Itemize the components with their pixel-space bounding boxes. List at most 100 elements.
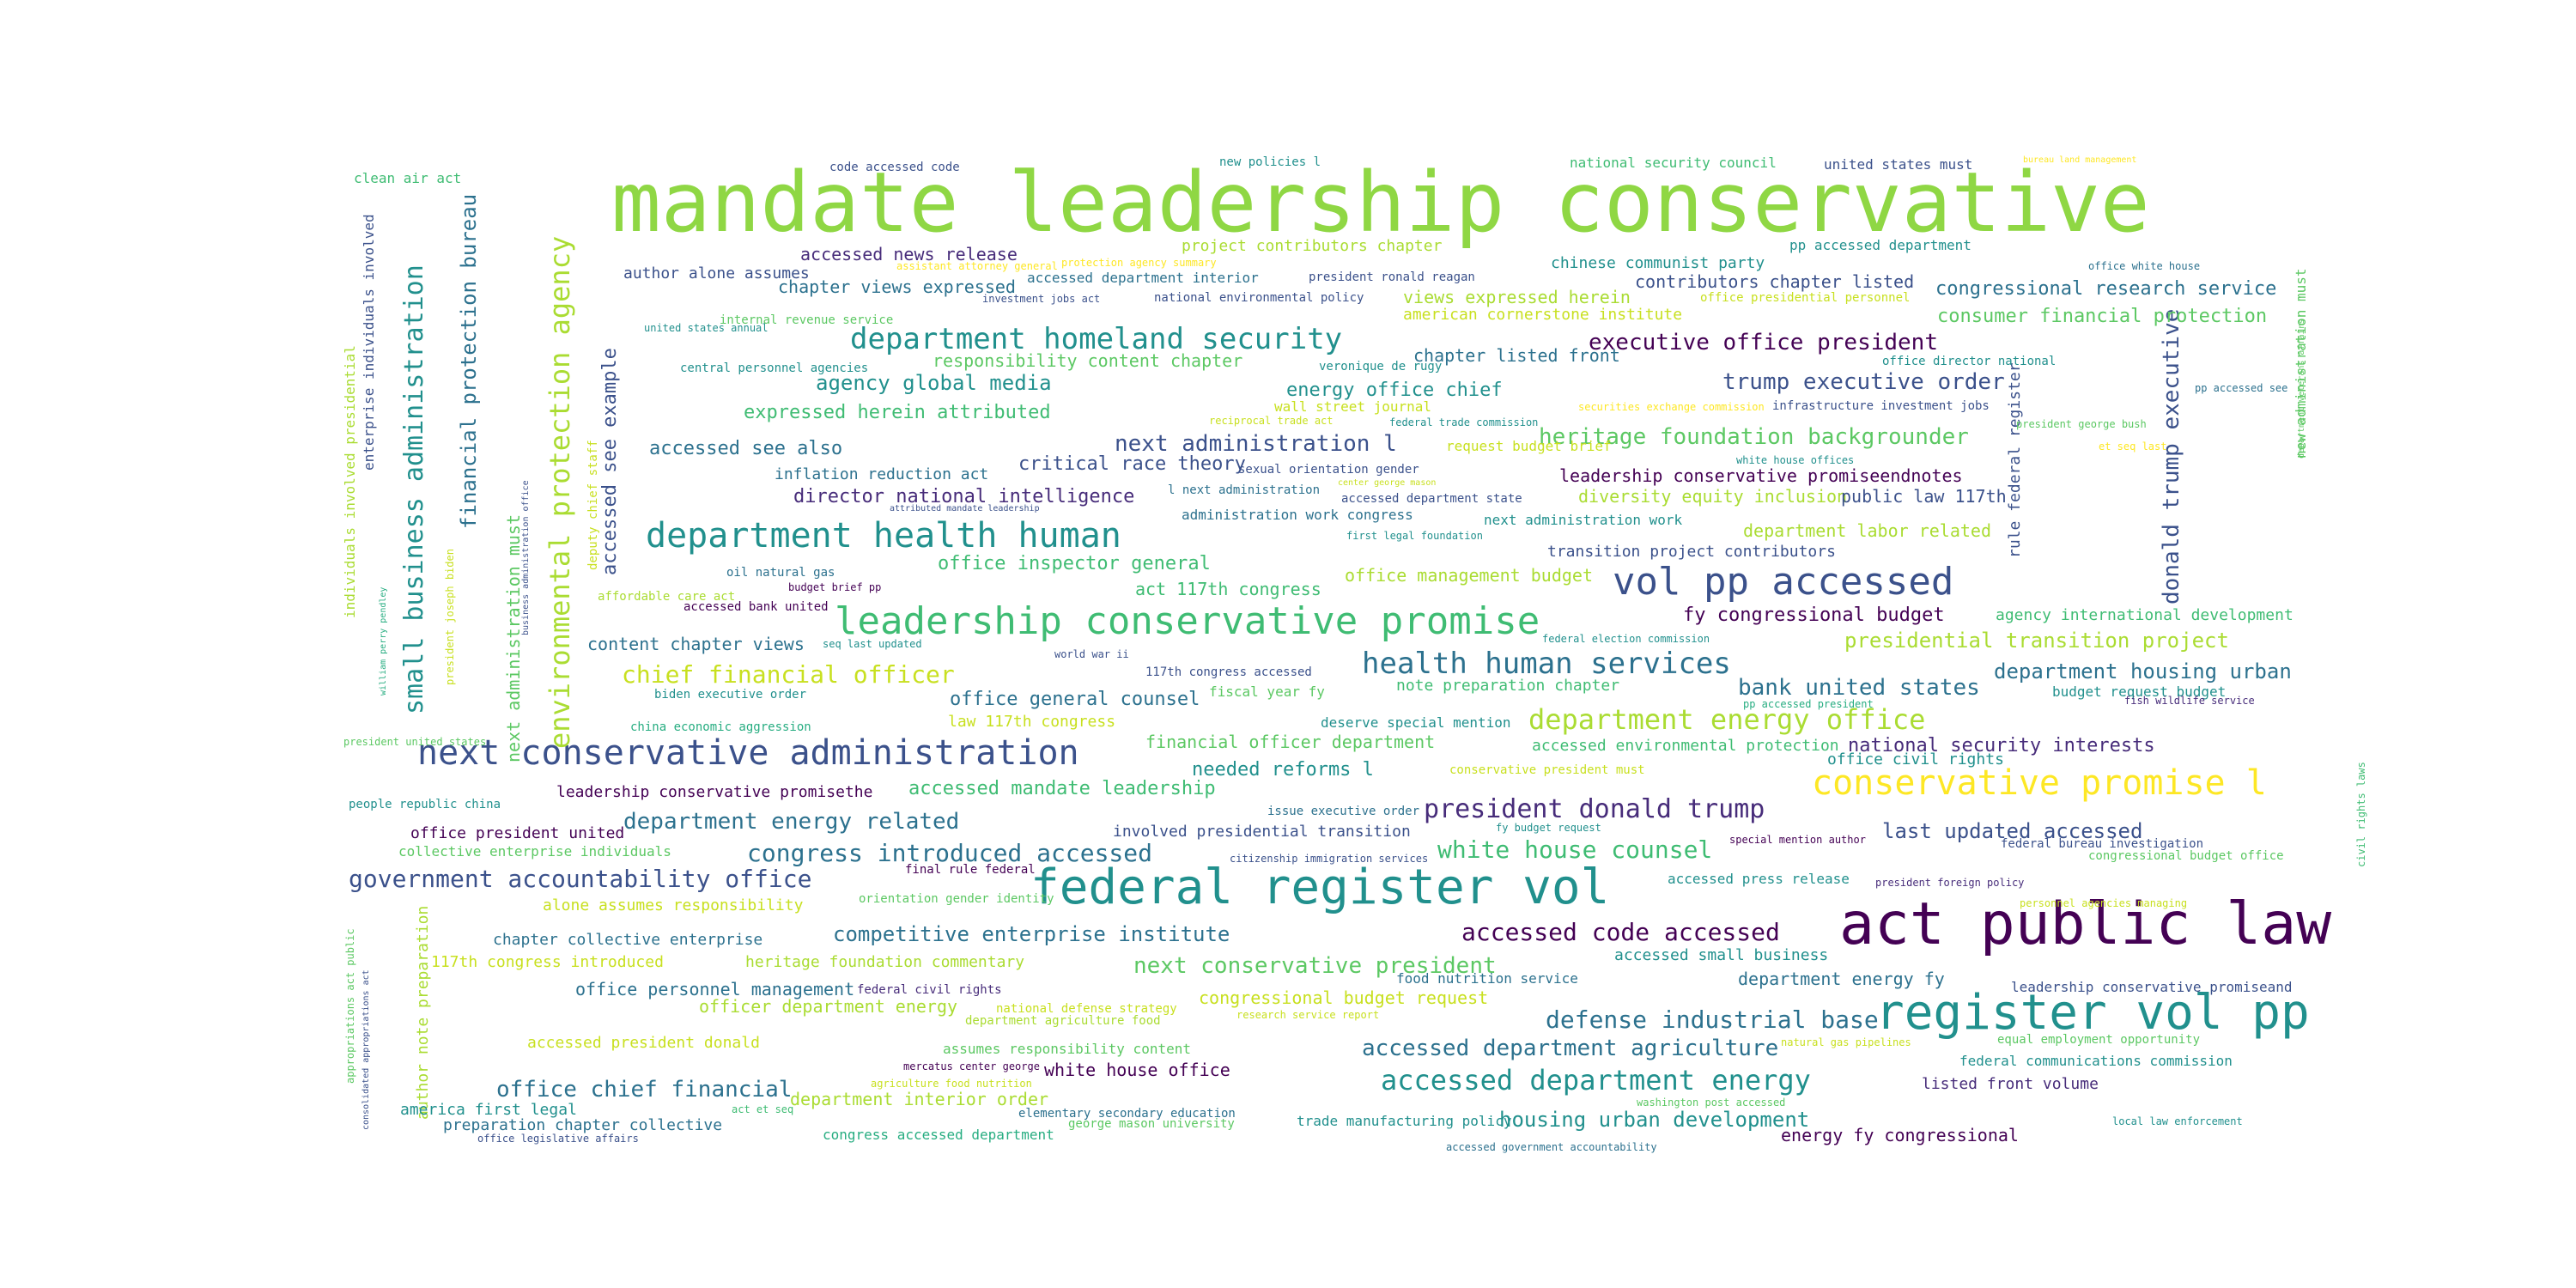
word: clean air act (354, 170, 462, 186)
word: deputy chief staff (586, 440, 600, 570)
word: infrastructure investment jobs (1772, 399, 1990, 413)
word: code accessed code (829, 161, 960, 174)
word: oil natural gas (726, 566, 835, 580)
word: william perry pendley (379, 586, 388, 696)
word: department agriculture food (965, 1014, 1161, 1028)
word: chapter views expressed (778, 276, 1016, 297)
word: deserve special mention (1321, 714, 1511, 731)
word: housing urban development (1499, 1108, 1810, 1132)
word: leadership conservative promiseand (2011, 979, 2293, 995)
word: financial protection bureau (457, 193, 481, 529)
word: natural gas pipelines (1781, 1036, 1911, 1048)
word: accessed see example (599, 348, 621, 575)
word: defense industrial base (1546, 1005, 1879, 1034)
word: responsibility content chapter (933, 350, 1243, 371)
word: president foreign policy (1875, 877, 2025, 889)
word: united states annual (644, 322, 769, 334)
word: department interior order (790, 1089, 1049, 1109)
word: transition project contributors (1547, 543, 1836, 561)
word: administration work congress (1182, 507, 1413, 523)
word: budget request budget (2052, 683, 2227, 700)
word: consumer financial protection (1937, 306, 2268, 327)
word: conservative promise l (1812, 763, 2267, 803)
word: financial officer department (1145, 732, 1436, 752)
word: next conservative administration (417, 733, 1079, 773)
word: inflation reduction act (775, 465, 989, 483)
word: congressional budget request (1199, 987, 1489, 1008)
word: accessed environmental protection (1532, 737, 1839, 755)
word: next administration work (1484, 512, 1683, 528)
word: office civil rights (1827, 750, 2004, 769)
word: project contributors chapter (1182, 237, 1443, 255)
word: central personnel agencies (680, 361, 869, 375)
word: department energy related (623, 809, 960, 835)
word: wall street journal (1274, 398, 1432, 415)
word: office legislative affairs (477, 1133, 639, 1145)
word: american cornerstone institute (1403, 306, 1683, 324)
word: washington post accessed (1637, 1097, 1786, 1109)
word: national defense strategy (996, 1002, 1177, 1016)
word: world war ii (1054, 648, 1129, 660)
word: critical race theory (1018, 453, 1246, 475)
word: final rule federal (905, 863, 1036, 877)
word: agency global media (816, 371, 1052, 395)
word: affordable care act (598, 590, 736, 604)
word: act public law (1839, 890, 2332, 958)
word: register vol pp (1875, 985, 2310, 1041)
word: environmental protection agency (544, 235, 576, 749)
word: leadership conservative promise (835, 599, 1540, 643)
word: leadership conservative promiseendnotes (1559, 465, 1963, 486)
word: pp accessed department (1789, 237, 1971, 253)
word: congressional budget office (2088, 849, 2284, 863)
word: special mention author (1729, 834, 1866, 846)
word: executive office president (1589, 330, 1938, 355)
word: assumes responsibility content (943, 1041, 1191, 1057)
word: equal employment opportunity (1997, 1033, 2201, 1047)
word: small business administration (399, 264, 429, 714)
word: appropriations act public (344, 928, 356, 1084)
word: protection agency summary (1061, 257, 1217, 269)
word: individuals involved presidential (342, 345, 358, 618)
word: accessed department interior (1027, 270, 1259, 286)
word: orientation gender identity (859, 892, 1054, 906)
word: enterprise individuals involved (361, 214, 377, 471)
word: securities exchange commission (1578, 401, 1765, 413)
word: office inspector general (938, 553, 1211, 574)
word: trade manufacturing policy (1297, 1113, 1512, 1129)
word: office president united (410, 824, 625, 842)
word: federal civil rights (857, 983, 1002, 997)
word: chapter collective enterprise (493, 931, 763, 949)
word: next conservative president (1133, 953, 1497, 979)
word: law 117th congress (948, 713, 1116, 731)
word: competitive enterprise institute (833, 922, 1230, 946)
word: office presidential personnel (1700, 291, 1911, 305)
word: department health human (646, 516, 1121, 556)
word: local law enforcement (2112, 1115, 2243, 1127)
word: government accountability office (349, 865, 812, 893)
word: pp accessed see (2195, 382, 2288, 394)
word: fy congressional budget (1683, 605, 1945, 626)
word: elementary secondary education (1018, 1107, 1236, 1121)
word: heritage foundation backgrounder (1539, 424, 1969, 450)
word: president donald trump (1424, 794, 1765, 824)
word: budget brief pp (788, 581, 882, 593)
word: next administration must (503, 514, 524, 762)
word: fy budget request (1496, 822, 1601, 834)
word: china economic aggression (630, 720, 811, 734)
word: last updated accessed (1882, 819, 2143, 843)
word: office director national (1882, 355, 2057, 368)
word: congressional research service (1935, 278, 2277, 300)
word: views expressed herein (1403, 287, 1631, 307)
word: president george bush (2016, 418, 2147, 430)
word: bank united states (1738, 675, 1980, 701)
word: accessed see also (649, 438, 843, 459)
word: business administration office (521, 480, 531, 635)
word: bureau land management (2023, 155, 2137, 165)
word: chapter listed front (1413, 345, 1620, 366)
word: issue executive order (1267, 805, 1420, 818)
word: pp accessed president (1743, 698, 1874, 710)
word: national environmental policy (1154, 291, 1364, 305)
word: department veterans affairs (2297, 319, 2306, 459)
word: contributors chapter listed (1635, 271, 1915, 292)
word: white house offices (1736, 454, 1855, 466)
